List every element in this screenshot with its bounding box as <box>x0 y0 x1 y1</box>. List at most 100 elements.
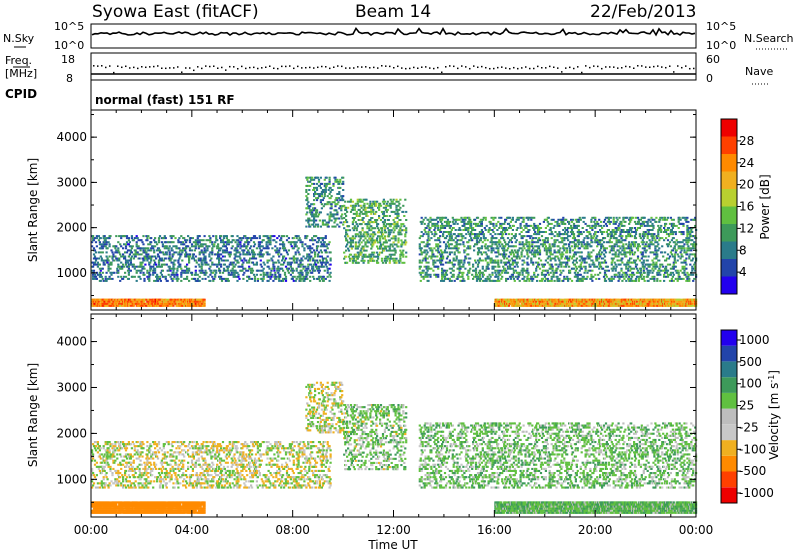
nave-point <box>549 66 551 68</box>
range-gate-cell <box>306 203 308 205</box>
range-gate-cell <box>329 268 331 270</box>
range-gate-cell <box>165 241 167 243</box>
nave-point <box>393 67 395 69</box>
range-gate-cell <box>101 276 103 278</box>
range-gate-cell <box>328 226 330 228</box>
range-gate-cell <box>223 278 225 280</box>
range-gate-cell <box>453 227 455 229</box>
nave-point <box>325 66 327 68</box>
range-gate-cell <box>384 201 386 203</box>
range-gate-cell <box>211 241 213 243</box>
range-gate-cell <box>434 239 436 241</box>
range-gate-cell <box>421 247 423 249</box>
range-gate-cell <box>274 274 276 276</box>
range-gate-cell <box>331 226 333 228</box>
range-gate-cell <box>465 217 467 219</box>
range-gate-cell <box>358 252 360 254</box>
range-gate-cell <box>361 260 363 262</box>
range-gate-cell <box>384 237 386 239</box>
range-gate-cell <box>378 254 380 256</box>
range-gate-cell <box>284 274 286 276</box>
range-gate-cell <box>364 211 366 213</box>
nave-point <box>365 66 367 68</box>
range-gate-cell <box>496 229 498 231</box>
range-gate-cell <box>487 266 489 268</box>
range-gate-cell <box>385 225 387 227</box>
nave-point <box>377 67 379 69</box>
range-gate-cell <box>304 266 306 268</box>
range-gate-cell <box>526 253 528 255</box>
range-gate-cell <box>440 264 442 266</box>
nave-point <box>637 65 639 67</box>
range-gate-cell <box>462 243 464 245</box>
range-gate-cell <box>521 227 523 229</box>
range-gate-cell <box>374 219 376 221</box>
range-gate-cell <box>437 221 439 223</box>
range-gate-cell <box>308 224 310 226</box>
range-gate-cell <box>199 253 201 255</box>
range-gate-cell <box>473 276 475 278</box>
range-gate-cell <box>136 270 138 272</box>
range-gate-cell <box>441 274 443 276</box>
range-gate-cell <box>445 231 447 233</box>
range-gate-cell <box>142 266 144 268</box>
range-gate-cell <box>273 239 275 241</box>
range-gate-cell <box>142 243 144 245</box>
range-gate-cell <box>102 247 104 249</box>
range-gate-cell <box>223 241 225 243</box>
range-gate-cell <box>128 272 130 274</box>
range-gate-cell <box>313 278 315 280</box>
range-gate-cell <box>166 251 168 253</box>
range-gate-cell <box>309 185 311 187</box>
range-gate-cell <box>276 237 278 239</box>
range-gate-cell <box>243 243 245 245</box>
range-gate-cell <box>95 251 97 253</box>
range-gate-cell <box>464 249 466 251</box>
range-gate-cell <box>201 272 203 274</box>
nave-point <box>125 66 127 68</box>
range-gate-cell <box>258 241 260 243</box>
range-gate-cell <box>334 177 336 179</box>
range-gate-cell <box>503 227 505 229</box>
range-gate-cell <box>479 260 481 262</box>
range-gate-cell <box>405 219 407 221</box>
range-gate-cell <box>172 305 174 307</box>
range-gate-cell <box>180 253 182 255</box>
range-gate-cell <box>501 227 503 229</box>
range-gate-cell <box>508 241 510 243</box>
range-gate-cell <box>498 266 500 268</box>
range-gate-cell <box>523 256 525 258</box>
range-gate-cell <box>467 241 469 243</box>
range-gate-cell <box>315 220 317 222</box>
range-gate-cell <box>390 225 392 227</box>
range-gate-cell <box>168 274 170 276</box>
range-gate-cell <box>282 241 284 243</box>
range-gate-cell <box>527 301 529 303</box>
range-gate-cell <box>328 243 330 245</box>
range-gate-cell <box>355 221 357 223</box>
range-gate-cell <box>264 264 266 266</box>
range-gate-cell <box>251 278 253 280</box>
range-gate-cell <box>355 244 357 246</box>
range-gate-cell <box>115 258 117 260</box>
range-gate-cell <box>336 203 338 205</box>
range-gate-cell <box>424 229 426 231</box>
range-gate-cell <box>288 237 290 239</box>
range-gate-cell <box>223 237 225 239</box>
range-gate-cell <box>424 249 426 251</box>
range-gate-cell <box>177 262 179 264</box>
range-gate-cell <box>443 241 445 243</box>
range-gate-cell <box>512 276 514 278</box>
range-gate-cell <box>648 305 650 307</box>
range-gate-cell <box>204 260 206 262</box>
range-gate-cell <box>226 241 228 243</box>
range-gate-cell <box>390 207 392 209</box>
range-gate-cell <box>272 280 274 282</box>
range-gate-cell <box>319 220 321 222</box>
range-gate-cell <box>440 280 442 282</box>
range-gate-cell <box>439 241 441 243</box>
range-gate-cell <box>262 280 264 282</box>
range-gate-cell <box>353 258 355 260</box>
range-gate-cell <box>271 274 273 276</box>
range-gate-cell <box>301 274 303 276</box>
